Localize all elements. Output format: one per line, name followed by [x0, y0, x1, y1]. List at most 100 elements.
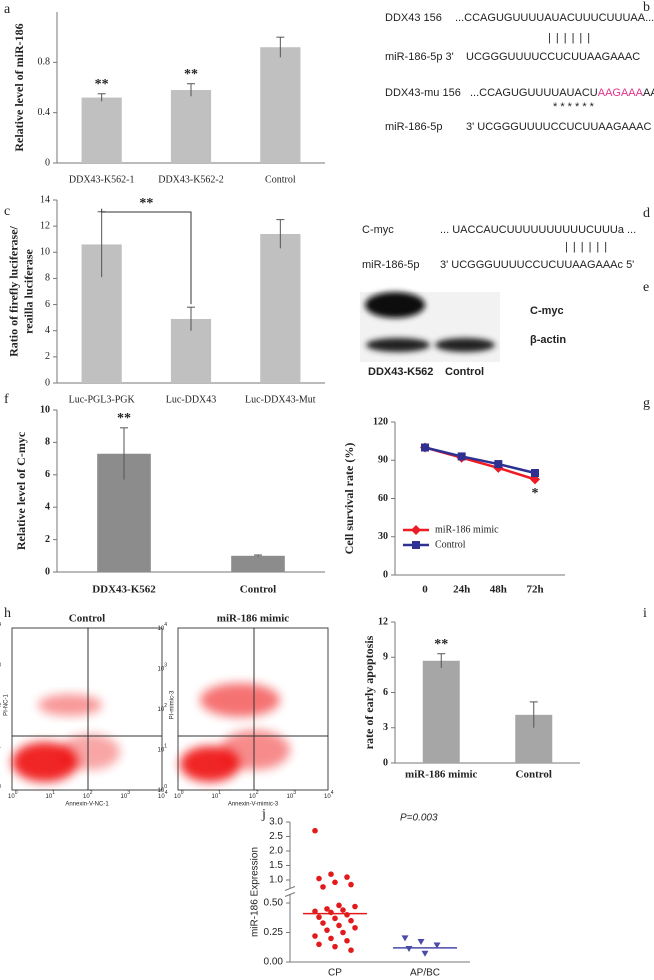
- tick-exponent: 3: [127, 790, 130, 796]
- point: [340, 929, 346, 936]
- point: [348, 917, 354, 924]
- significance-mark: **: [184, 67, 198, 82]
- x-tick-label: 101: [46, 790, 56, 799]
- y-axis-label: PI-mimic-3: [170, 690, 176, 719]
- y-tick-label: 9: [383, 652, 388, 663]
- point: [332, 879, 338, 886]
- comparison-label: **: [139, 196, 153, 211]
- base-pairs: ||||||: [548, 32, 595, 44]
- point: [316, 941, 322, 948]
- x-tick-label: 24h: [453, 584, 470, 596]
- sequence-text: 3' UCGGGUUUUCCUCUUAAGAAAC: [466, 121, 652, 133]
- panel-label: j: [261, 807, 266, 822]
- x-tick-label: Control: [240, 584, 276, 596]
- tick-base: 10: [174, 794, 181, 800]
- y-tick-label: 0: [45, 566, 50, 577]
- y-tick-label: 101: [0, 744, 1, 753]
- x-tick-label: 0: [422, 584, 428, 596]
- tick-base: 10: [121, 794, 128, 800]
- y-tick-label: 2: [45, 351, 50, 362]
- y-tick-label: 0.8: [38, 57, 51, 68]
- panel-label: d: [643, 206, 650, 221]
- tick-exponent: 1: [218, 790, 221, 796]
- blot-band: [365, 292, 425, 318]
- sequence-text: 3' UCGGGUUUUCCUCUUAAGAAAc 5': [440, 259, 634, 271]
- point: [324, 927, 330, 933]
- tick-exponent: 4: [331, 790, 334, 796]
- tick-base: 10: [287, 794, 294, 800]
- tick-exponent: 0: [15, 790, 18, 796]
- bar: [422, 660, 460, 763]
- panel-label: h: [4, 606, 11, 621]
- y-tick-label: 3.0: [269, 817, 283, 828]
- panel-label: g: [643, 396, 650, 411]
- point: [336, 902, 342, 909]
- y-tick-label: 2.0: [269, 846, 283, 857]
- lane-label: DDX43-K562: [368, 366, 433, 378]
- tick-exponent: 0: [164, 784, 167, 790]
- y-tick-label: 12: [40, 220, 50, 231]
- y-tick-label: 104: [158, 622, 168, 631]
- bar: [170, 90, 212, 163]
- significance-mark: **: [434, 637, 448, 652]
- point: [324, 906, 330, 912]
- tick-base: 10: [158, 666, 165, 672]
- axis-break-mark: [284, 892, 296, 897]
- axis-break: [285, 888, 295, 895]
- sequence-name: miR-186-5p: [385, 121, 442, 133]
- tick-exponent: 2: [0, 703, 1, 709]
- y-tick-label: 1.5: [269, 860, 283, 871]
- x-tick-label: DDX43-K562: [92, 584, 156, 596]
- point: [352, 903, 358, 910]
- y-tick-label: 104: [0, 622, 1, 631]
- tick-exponent: 2: [256, 790, 259, 796]
- band-label: β-actin: [530, 334, 566, 346]
- significance-mark: *: [532, 486, 539, 501]
- y-axis-label: reailla luciferase: [21, 248, 35, 333]
- y-tick-label: 8: [45, 273, 50, 284]
- y-tick-label: 102: [158, 703, 168, 712]
- panel-label: b: [643, 0, 650, 15]
- point: [417, 938, 425, 945]
- plot-title: miR-186 mimic: [217, 613, 290, 625]
- marker: [531, 469, 539, 477]
- x-tick-label: CP: [328, 968, 342, 979]
- marker: [457, 452, 466, 461]
- y-tick-label: 103: [158, 663, 168, 672]
- point: [316, 914, 322, 920]
- y-tick-label: 102: [0, 703, 1, 712]
- tick-exponent: 0: [181, 790, 184, 796]
- annotation: P=0.003: [400, 813, 438, 824]
- marker: [411, 525, 421, 535]
- sequence-name: DDX43 156: [385, 12, 442, 24]
- marker: [421, 443, 429, 452]
- legend-label: Control: [435, 539, 466, 550]
- tick-exponent: 4: [0, 622, 1, 628]
- x-tick-label: AP/BC: [410, 968, 440, 979]
- y-tick-label: 2.5: [269, 831, 283, 842]
- x-tick-label: 103: [121, 790, 131, 799]
- point: [332, 943, 338, 950]
- y-axis-label: rate of early apoptosis: [362, 635, 376, 749]
- y-tick-label: 6: [45, 469, 50, 480]
- x-tick-label: 102: [83, 790, 93, 799]
- x-axis-label: Annexin-V-mimic-3: [228, 802, 279, 808]
- axis-break-mark: [284, 886, 296, 891]
- y-axis-label: Relative level of C-myc: [14, 431, 28, 550]
- tick-base: 10: [8, 794, 15, 800]
- sequence-text: AA...: [643, 87, 654, 99]
- y-tick-label: 103: [0, 663, 1, 672]
- x-tick-label: 104: [158, 790, 168, 799]
- sequence-name: C-myc: [362, 224, 394, 236]
- y-tick-label: 6: [383, 687, 388, 698]
- tick-exponent: 0: [0, 784, 1, 790]
- point: [421, 950, 429, 957]
- y-axis-label: miR-186 Expression: [250, 847, 261, 937]
- point: [328, 909, 334, 916]
- y-tick-label: 0.4: [38, 107, 51, 118]
- tick-base: 10: [324, 794, 331, 800]
- tick-base: 10: [212, 794, 219, 800]
- panel-label: f: [4, 392, 9, 407]
- tick-base: 10: [158, 788, 165, 794]
